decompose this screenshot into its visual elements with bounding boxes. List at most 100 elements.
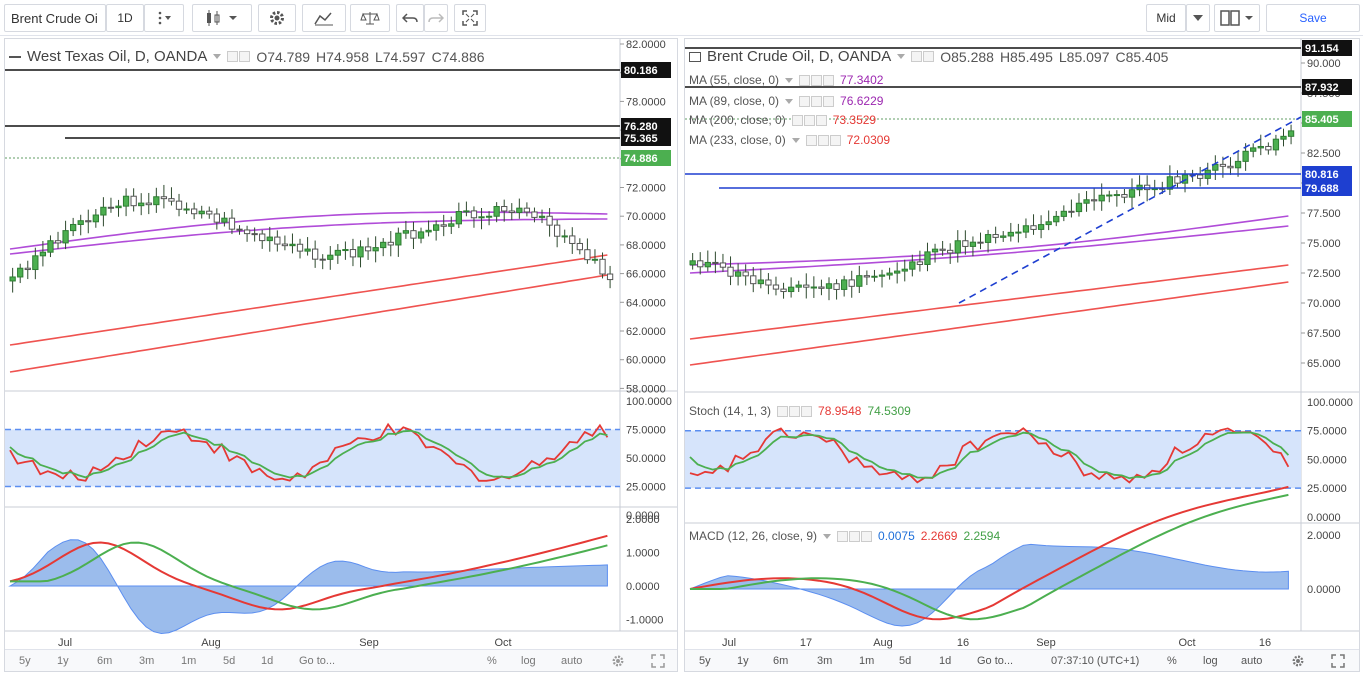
ma-55-actions[interactable] <box>799 74 835 86</box>
log-toggle[interactable]: log <box>1203 654 1218 667</box>
candle-body <box>493 206 500 217</box>
fullscreen-icon[interactable] <box>1331 654 1345 668</box>
ma-55-legend[interactable]: MA (55, close, 0) 77.3402 <box>689 73 883 87</box>
candle-body <box>856 275 863 287</box>
chart-style-button[interactable] <box>192 4 252 32</box>
candle-body <box>183 208 190 211</box>
left-chart-panel[interactable]: 82.000080.000078.000076.000074.000072.00… <box>4 38 678 672</box>
redo-icon <box>428 13 444 23</box>
goto-button[interactable]: Go to... <box>977 654 1014 667</box>
settings-button[interactable] <box>258 4 296 32</box>
symbol-search-input[interactable]: Brent Crude Oi <box>4 4 106 32</box>
left-symbol-title: West Texas Oil, D, OANDA <box>27 48 208 65</box>
ma-89-legend[interactable]: MA (89, close, 0) 76.6229 <box>689 94 883 108</box>
candle-body <box>803 284 810 288</box>
time-tick-label: Jul <box>722 637 736 649</box>
range-3m[interactable]: 3m <box>817 654 833 667</box>
range-5d[interactable]: 5d <box>223 654 236 667</box>
candle-body <box>1030 225 1037 230</box>
right-chart-canvas[interactable]: 90.00087.50085.00082.50080.00077.50075.0… <box>685 39 1360 672</box>
save-button[interactable]: Save <box>1266 4 1360 32</box>
range-1d[interactable]: 1d <box>939 654 952 667</box>
compare-button[interactable] <box>350 4 390 32</box>
range-1m[interactable]: 1m <box>859 654 875 667</box>
ma-233-label: MA (233, close, 0) <box>689 133 786 147</box>
range-6m[interactable]: 6m <box>97 654 113 667</box>
stoch-actions[interactable] <box>777 405 813 417</box>
gear-icon[interactable] <box>611 654 625 668</box>
macd-tick-label: 1.0000 <box>626 548 660 560</box>
macd-signal-line <box>10 541 608 611</box>
ma-200-legend[interactable]: MA (200, close, 0) 73.3529 <box>689 113 876 127</box>
goto-button[interactable]: Go to... <box>299 654 336 667</box>
level-tag <box>621 150 671 166</box>
candle-body <box>32 255 39 271</box>
percent-toggle[interactable]: % <box>487 654 497 667</box>
chevron-down-icon[interactable] <box>213 54 222 59</box>
collapse-icon[interactable] <box>689 51 701 62</box>
range-1d[interactable]: 1d <box>261 654 274 667</box>
stoch-legend[interactable]: Stoch (14, 1, 3) 78.9548 74.5309 <box>689 404 911 418</box>
layout-button[interactable] <box>1214 4 1260 32</box>
candle-body <box>334 249 341 256</box>
range-5y[interactable]: 5y <box>699 654 711 667</box>
range-5y[interactable]: 5y <box>19 654 31 667</box>
log-toggle[interactable]: log <box>521 654 536 667</box>
ma-233-legend[interactable]: MA (233, close, 0) 72.0309 <box>689 133 890 147</box>
macd-actions[interactable] <box>837 530 873 542</box>
clock-readout[interactable]: 07:37:10 (UTC+1) <box>1051 654 1140 667</box>
price-tick-label: 70.0000 <box>626 211 666 223</box>
right-low: L85.097 <box>1058 48 1110 65</box>
indicators-button[interactable] <box>302 4 346 32</box>
legend-actions[interactable] <box>911 51 935 62</box>
price-type-dropdown[interactable] <box>1186 4 1210 32</box>
fullscreen-icon[interactable] <box>651 654 665 668</box>
interval-dropdown[interactable] <box>144 4 184 32</box>
price-tick-label: 58.0000 <box>626 383 666 395</box>
candle-body <box>1007 231 1014 237</box>
ma-200-actions[interactable] <box>791 114 827 126</box>
left-open: O74.789 <box>256 48 311 65</box>
range-1y[interactable]: 1y <box>57 654 69 667</box>
fullscreen-button[interactable] <box>454 4 486 32</box>
moving-average-line <box>9 254 608 346</box>
symbol-text: Brent Crude Oi <box>11 10 98 26</box>
candle-body <box>160 196 168 200</box>
candle-body <box>9 276 16 282</box>
percent-toggle[interactable]: % <box>1167 654 1177 667</box>
macd-tick-label: 2.0000 <box>626 514 660 526</box>
candle-body <box>1090 199 1098 202</box>
collapse-icon[interactable] <box>9 55 21 58</box>
left-low: L74.597 <box>374 48 426 65</box>
range-5d[interactable]: 5d <box>899 654 912 667</box>
auto-toggle[interactable]: auto <box>1241 654 1263 667</box>
stoch-tick-label: 50.0000 <box>626 453 666 465</box>
redo-button[interactable] <box>424 4 448 32</box>
candle-body <box>1060 210 1067 217</box>
candle-body <box>455 211 462 225</box>
auto-toggle[interactable]: auto <box>561 654 583 667</box>
candle-body <box>448 223 455 227</box>
gear-icon[interactable] <box>1291 654 1305 668</box>
ma-55-value: 77.3402 <box>840 73 884 87</box>
right-chart-panel[interactable]: 90.00087.50085.00082.50080.00077.50075.0… <box>684 38 1360 672</box>
ma-89-actions[interactable] <box>799 95 835 107</box>
candle-body <box>122 195 130 207</box>
macd-line <box>9 534 608 611</box>
range-6m[interactable]: 6m <box>773 654 789 667</box>
legend-actions[interactable] <box>227 51 251 62</box>
left-chart-canvas[interactable]: 82.000080.000078.000076.000074.000072.00… <box>5 39 678 672</box>
candle-body <box>243 229 251 235</box>
undo-button[interactable] <box>396 4 424 32</box>
ma-233-actions[interactable] <box>805 134 841 146</box>
candle-body <box>924 251 931 265</box>
range-3m[interactable]: 3m <box>139 654 155 667</box>
price-type-button[interactable]: Mid <box>1146 4 1186 32</box>
right-legend: Brent Crude Oil, D, OANDA O85.288 H85.49… <box>689 48 1168 65</box>
interval-button[interactable]: 1D <box>106 4 144 32</box>
candle-body <box>433 224 440 231</box>
range-1m[interactable]: 1m <box>181 654 197 667</box>
chevron-down-icon[interactable] <box>897 54 906 59</box>
range-1y[interactable]: 1y <box>737 654 749 667</box>
macd-legend[interactable]: MACD (12, 26, close, 9) 0.0075 2.2669 2.… <box>689 529 1000 543</box>
